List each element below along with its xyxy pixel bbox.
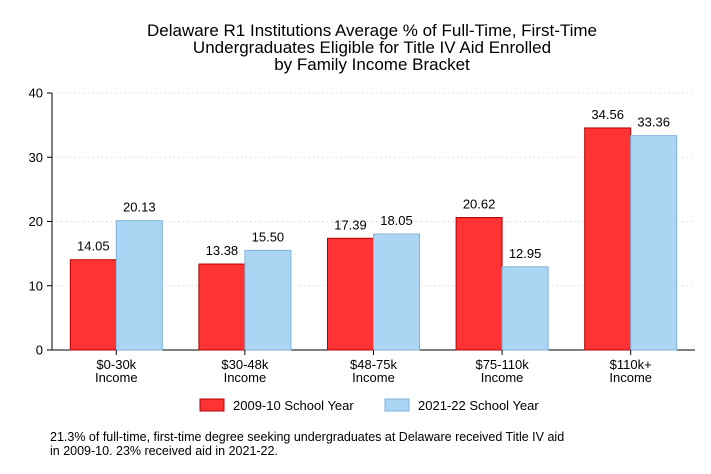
data-label: 12.95 <box>509 246 542 261</box>
chart-title-line: Delaware R1 Institutions Average % of Fu… <box>147 21 597 40</box>
category-labels: $0-30kIncome$30-48kIncome$48-75kIncome$7… <box>95 350 652 385</box>
footnote: 21.3% of full-time, first-time degree se… <box>50 430 565 458</box>
bars <box>69 127 678 351</box>
legend-swatch <box>384 398 410 412</box>
data-labels: 14.05 20.13 13.38 15.50 17.39 18.05 20.62 12.95… <box>77 107 670 261</box>
legend-swatch <box>199 398 225 412</box>
legend-label: 2021-22 School Year <box>418 398 539 413</box>
x-tick-label: Income <box>352 370 395 385</box>
y-tick-label: 40 <box>29 86 43 101</box>
bar-series-2 <box>115 220 163 351</box>
x-tick-label: $110k+ <box>610 357 652 372</box>
x-tick-label: $48-75k <box>350 357 397 372</box>
chart-title: Delaware R1 Institutions Average % of Fu… <box>147 21 597 74</box>
bar-series-2 <box>501 266 549 351</box>
x-tick-label: Income <box>481 370 524 385</box>
x-tick-label: $30-48k <box>221 357 268 372</box>
bar-series-1 <box>327 237 374 351</box>
data-label: 33.36 <box>637 115 670 130</box>
y-tick-label: 10 <box>29 278 43 293</box>
data-label: 14.05 <box>77 239 110 254</box>
y-tick-label: 0 <box>36 343 43 358</box>
bar-series-1 <box>455 217 503 351</box>
data-label: 17.39 <box>334 217 367 232</box>
data-label: 20.13 <box>123 200 156 215</box>
bar-series-2 <box>244 249 292 351</box>
x-tick-label: Income <box>95 370 138 385</box>
x-tick-label: Income <box>609 370 652 385</box>
bar-series-1 <box>69 259 117 351</box>
data-label: 18.05 <box>380 213 413 228</box>
x-tick-label: Income <box>224 370 267 385</box>
y-tick-label: 30 <box>29 150 43 165</box>
x-tick-label: $0-30k <box>96 357 136 372</box>
chart-title-line: by Family Income Bracket <box>274 55 470 74</box>
y-tick-label: 20 <box>29 214 43 229</box>
data-label: 20.62 <box>463 197 496 212</box>
data-label: 34.56 <box>591 107 624 122</box>
bar-series-2 <box>373 233 420 351</box>
bar-series-2 <box>630 135 678 351</box>
bar-series-1 <box>198 263 246 351</box>
x-tick-label: $75-110k <box>475 357 529 372</box>
data-label: 13.38 <box>206 243 239 258</box>
data-label: 15.50 <box>252 229 285 244</box>
legend-label: 2009-10 School Year <box>233 398 354 413</box>
chart-title-line: Undergraduates Eligible for Title IV Aid… <box>193 38 551 57</box>
legend: 2009-10 School Year 2021-22 School Year <box>199 398 539 413</box>
bar-series-1 <box>584 127 632 351</box>
